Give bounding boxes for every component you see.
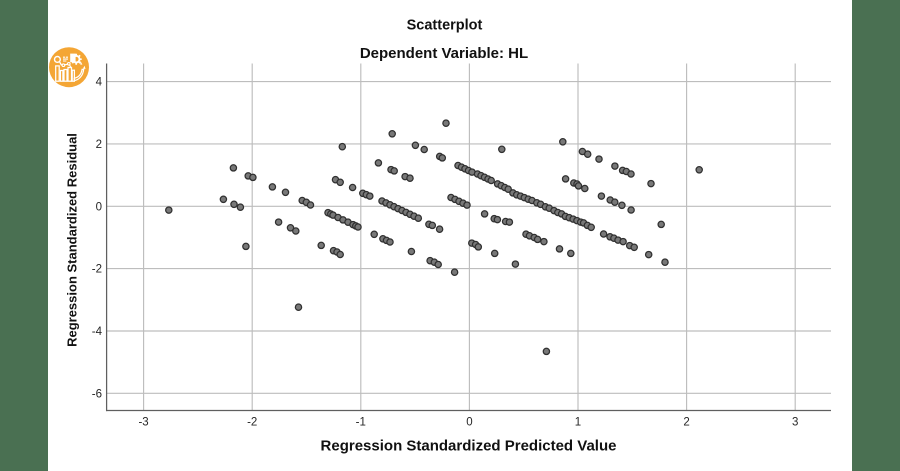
- svg-text:4: 4: [96, 77, 103, 89]
- svg-text:Scatterplot: Scatterplot: [407, 18, 483, 34]
- svg-text:1: 1: [575, 417, 581, 429]
- svg-text:-6: -6: [92, 388, 102, 400]
- svg-text:-2: -2: [247, 417, 257, 429]
- svg-text:3: 3: [792, 417, 798, 429]
- svg-text:Regression Standardized Residu: Regression Standardized Residual: [65, 133, 80, 347]
- svg-text:2: 2: [683, 417, 689, 429]
- svg-text:Dependent Variable: HL: Dependent Variable: HL: [360, 45, 528, 62]
- svg-text:Regression Standardized Predic: Regression Standardized Predicted Value: [321, 438, 617, 455]
- svg-text:-1: -1: [356, 417, 366, 429]
- svg-text:0: 0: [466, 417, 472, 429]
- svg-text:-3: -3: [138, 417, 148, 429]
- svg-text:-2: -2: [92, 264, 102, 276]
- svg-text:0: 0: [96, 201, 102, 213]
- svg-text:-4: -4: [92, 326, 103, 338]
- svg-text:2: 2: [96, 139, 102, 151]
